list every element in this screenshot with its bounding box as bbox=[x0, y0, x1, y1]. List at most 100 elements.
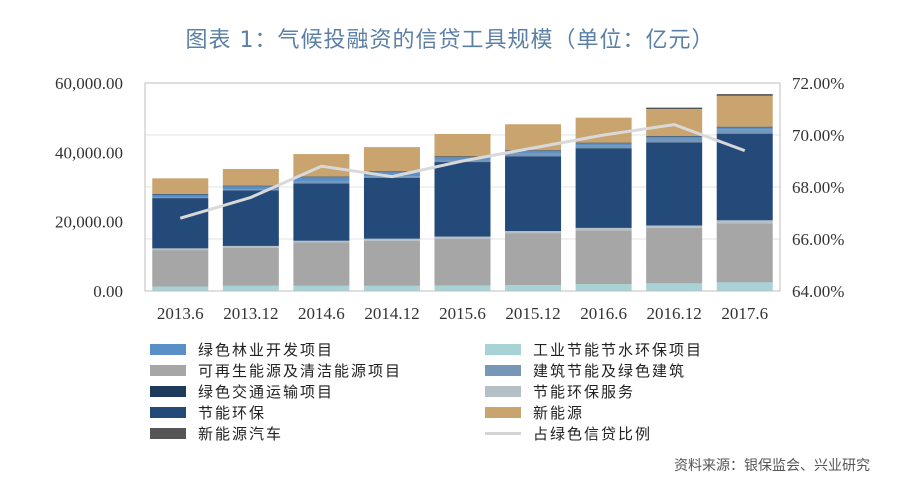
x-tick-label: 2014.6 bbox=[298, 304, 345, 323]
bar-segment bbox=[575, 227, 632, 231]
x-tick-label: 2017.6 bbox=[721, 304, 768, 323]
legend-item: 建筑节能及绿色建筑 bbox=[485, 359, 686, 381]
bar-segment bbox=[434, 157, 491, 160]
x-tick-label: 2015.12 bbox=[505, 304, 560, 323]
bar-segment bbox=[646, 227, 703, 284]
x-tick-label: 2015.6 bbox=[439, 304, 486, 323]
bar-segment bbox=[152, 250, 209, 287]
bar-segment bbox=[363, 171, 420, 173]
bar-segment bbox=[434, 236, 491, 239]
x-tick-label: 2013.6 bbox=[157, 304, 204, 323]
bar-segment bbox=[505, 233, 562, 286]
legend-label: 绿色林业开发项目 bbox=[198, 340, 335, 359]
bar-segment bbox=[505, 153, 562, 157]
bars bbox=[152, 94, 773, 291]
bar-segment bbox=[646, 225, 703, 228]
bar-segment bbox=[646, 136, 703, 139]
bar-segment bbox=[646, 107, 703, 109]
bar-segment bbox=[716, 94, 773, 96]
legend-item: 节能环保服务 bbox=[485, 380, 635, 402]
legend-label: 节能环保服务 bbox=[533, 382, 636, 401]
bar-segment bbox=[505, 124, 562, 151]
bar-segment bbox=[434, 238, 491, 286]
bar-segment bbox=[434, 285, 491, 291]
legend-label: 节能环保 bbox=[198, 403, 267, 422]
legend-swatch bbox=[150, 406, 186, 418]
bar-segment bbox=[434, 162, 491, 237]
bar-segment bbox=[222, 186, 279, 190]
bar-segment bbox=[152, 194, 209, 198]
bar-segment bbox=[505, 285, 562, 291]
bar-segment bbox=[363, 147, 420, 172]
bar-segment bbox=[575, 143, 632, 146]
bar-segment bbox=[716, 223, 773, 283]
y-right-tick-label: 68.00% bbox=[792, 178, 844, 197]
legend-item: 可再生能源及清洁能源项目 bbox=[150, 359, 402, 381]
legend-item: 占绿色信贷比例 bbox=[485, 422, 652, 444]
bar-segment bbox=[293, 285, 350, 291]
legend-label: 占绿色信贷比例 bbox=[533, 424, 653, 443]
x-tick-label: 2016.12 bbox=[647, 304, 702, 323]
bar-segment bbox=[222, 245, 279, 248]
axes: 2013.6 2013.12 2014.6 2014.12 2015.6 2015.12 2… bbox=[55, 74, 844, 323]
bar-segment bbox=[646, 142, 703, 226]
legend-item: 绿色林业开发项目 bbox=[150, 338, 334, 360]
bar-segment bbox=[716, 133, 773, 221]
bar-segment bbox=[716, 127, 773, 130]
y-left-tick-label: 60,000.00 bbox=[55, 74, 123, 93]
legend-swatch bbox=[485, 431, 521, 435]
bar-segment bbox=[293, 181, 350, 184]
ratio-line bbox=[179, 123, 746, 220]
legend-swatch bbox=[150, 385, 186, 397]
bar-segment bbox=[293, 240, 350, 243]
bar-segment bbox=[363, 238, 420, 241]
legend-swatch bbox=[150, 427, 186, 439]
y-right-tick-label: 70.00% bbox=[792, 126, 844, 145]
bar-segment bbox=[646, 138, 703, 143]
legend-label: 新能源 bbox=[533, 403, 585, 422]
legend-swatch bbox=[485, 385, 521, 397]
legend-item: 节能环保 bbox=[150, 401, 266, 423]
y-right-tick-label: 66.00% bbox=[792, 230, 844, 249]
y-right-tick-label: 64.00% bbox=[792, 282, 844, 301]
bar-segment bbox=[575, 230, 632, 285]
x-tick-label: 2014.12 bbox=[364, 304, 419, 323]
bar-segment bbox=[363, 285, 420, 291]
y-right-tick-label: 72.00% bbox=[792, 74, 844, 93]
bar-segment bbox=[152, 178, 209, 194]
bar-segment bbox=[222, 168, 279, 186]
legend-label: 新能源汽车 bbox=[198, 424, 284, 443]
legend-item: 绿色交通运输项目 bbox=[150, 380, 334, 402]
legend-swatch bbox=[485, 406, 521, 418]
bar-segment bbox=[293, 176, 350, 178]
bar-segment bbox=[646, 136, 703, 137]
legend-label: 绿色交通运输项目 bbox=[198, 382, 335, 401]
bar-segment bbox=[716, 129, 773, 134]
bar-segment bbox=[575, 145, 632, 149]
bar-segment bbox=[152, 197, 209, 199]
bar-segment bbox=[222, 185, 279, 187]
legend-item: 新能源汽车 bbox=[150, 422, 283, 444]
legend-swatch bbox=[485, 364, 521, 376]
bar-segment bbox=[505, 156, 562, 232]
bar-segment bbox=[505, 231, 562, 234]
bar-segment bbox=[363, 240, 420, 286]
stacked-bar-chart: 2013.6 2013.12 2014.6 2014.12 2015.6 2015.12 2… bbox=[55, 74, 844, 323]
bar-segment bbox=[575, 284, 632, 291]
y-left-tick-label: 0.00 bbox=[93, 282, 123, 301]
legend-label: 建筑节能及绿色建筑 bbox=[533, 361, 687, 380]
bar-segment bbox=[363, 172, 420, 177]
legend-item: 工业节能节水环保项目 bbox=[485, 338, 703, 360]
bar-segment bbox=[505, 150, 562, 154]
bar-segment bbox=[505, 150, 562, 151]
bar-segment bbox=[363, 177, 420, 239]
bar-segment bbox=[434, 156, 491, 158]
bar-segment bbox=[646, 283, 703, 291]
bar-segment bbox=[222, 285, 279, 291]
bar-segment bbox=[152, 248, 209, 251]
legend-label: 工业节能节水环保项目 bbox=[533, 340, 704, 359]
bar-segment bbox=[293, 242, 350, 286]
legend-item: 新能源 bbox=[485, 401, 584, 423]
bar-segment bbox=[152, 198, 209, 249]
bar-segment bbox=[716, 126, 773, 128]
